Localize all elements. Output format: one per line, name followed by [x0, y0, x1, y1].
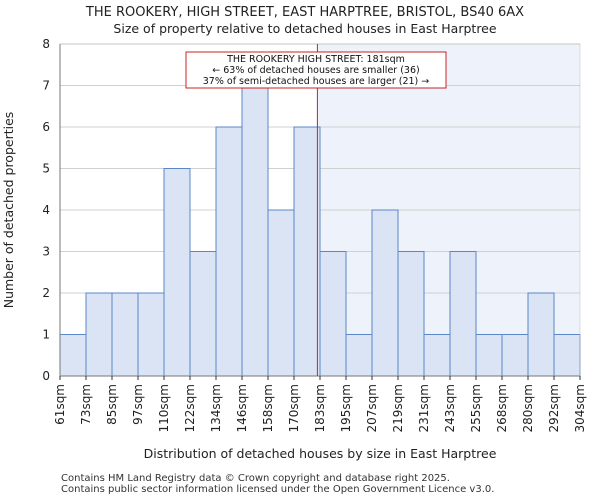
bar: [527, 292, 555, 377]
bar: [345, 334, 373, 377]
bar: [501, 334, 529, 377]
x-tick-label: 170sqm: [287, 384, 301, 432]
x-tick-label: 73sqm: [79, 384, 93, 425]
bar: [371, 209, 399, 377]
y-tick-label: 2: [42, 286, 50, 300]
annotation-box: [185, 51, 447, 89]
x-tick-label: 304sqm: [573, 384, 587, 432]
bar: [293, 126, 321, 377]
x-axis-label: Distribution of detached houses by size …: [144, 446, 497, 461]
bar: [423, 334, 451, 377]
x-tick-label: 110sqm: [157, 384, 171, 432]
x-tick-label: 268sqm: [495, 384, 509, 432]
y-tick-label: 0: [42, 369, 50, 383]
x-tick-label: 122sqm: [183, 384, 197, 432]
x-tick-label: 183sqm: [313, 384, 327, 432]
bar: [267, 209, 295, 377]
bar: [111, 292, 139, 377]
y-tick-label: 1: [42, 328, 50, 342]
footer-copyright: Contains HM Land Registry data © Crown c…: [61, 473, 450, 484]
bar: [241, 85, 269, 377]
bar: [475, 334, 503, 377]
x-tick-label: 158sqm: [261, 384, 275, 432]
x-tick-label: 146sqm: [235, 384, 249, 432]
bar: [553, 334, 581, 377]
x-tick-label: 97sqm: [131, 384, 145, 425]
x-tick-label: 255sqm: [469, 384, 483, 432]
chart: THE ROOKERY, HIGH STREET, EAST HARPTREE,…: [1, 5, 587, 461]
bar: [319, 251, 347, 377]
bar: [215, 126, 243, 377]
y-tick-label: 8: [42, 37, 50, 51]
bar: [59, 334, 87, 377]
y-tick-label: 6: [42, 120, 50, 134]
bar: [449, 251, 477, 377]
bar: [85, 292, 113, 377]
x-tick-label: 195sqm: [339, 384, 353, 432]
x-tick-label: 134sqm: [209, 384, 223, 432]
annotation-line: 37% of semi-detached houses are larger (…: [203, 76, 430, 87]
x-tick-label: 207sqm: [365, 384, 379, 432]
bar: [163, 168, 191, 377]
x-tick-label: 231sqm: [417, 384, 431, 432]
y-tick-label: 4: [42, 203, 50, 217]
chart-subtitle: Size of property relative to detached ho…: [113, 21, 496, 36]
x-tick-label: 280sqm: [521, 384, 535, 432]
x-tick-label: 85sqm: [105, 384, 119, 425]
footer-licence: Contains public sector information licen…: [61, 484, 495, 495]
annotation-line: THE ROOKERY HIGH STREET: 181sqm: [226, 54, 405, 65]
annotation-line: ← 63% of detached houses are smaller (36…: [212, 65, 419, 76]
bar: [189, 251, 217, 377]
x-tick-label: 292sqm: [547, 384, 561, 432]
y-tick-label: 7: [42, 79, 50, 93]
y-axis-label: Number of detached properties: [1, 112, 16, 309]
chart-title: THE ROOKERY, HIGH STREET, EAST HARPTREE,…: [85, 5, 524, 20]
x-tick-label: 219sqm: [391, 384, 405, 432]
y-tick-label: 3: [42, 245, 50, 259]
bar: [397, 251, 425, 377]
x-tick-label: 243sqm: [443, 384, 457, 432]
y-tick-label: 5: [42, 162, 50, 176]
x-tick-label: 61sqm: [53, 384, 67, 425]
bar: [137, 292, 165, 377]
